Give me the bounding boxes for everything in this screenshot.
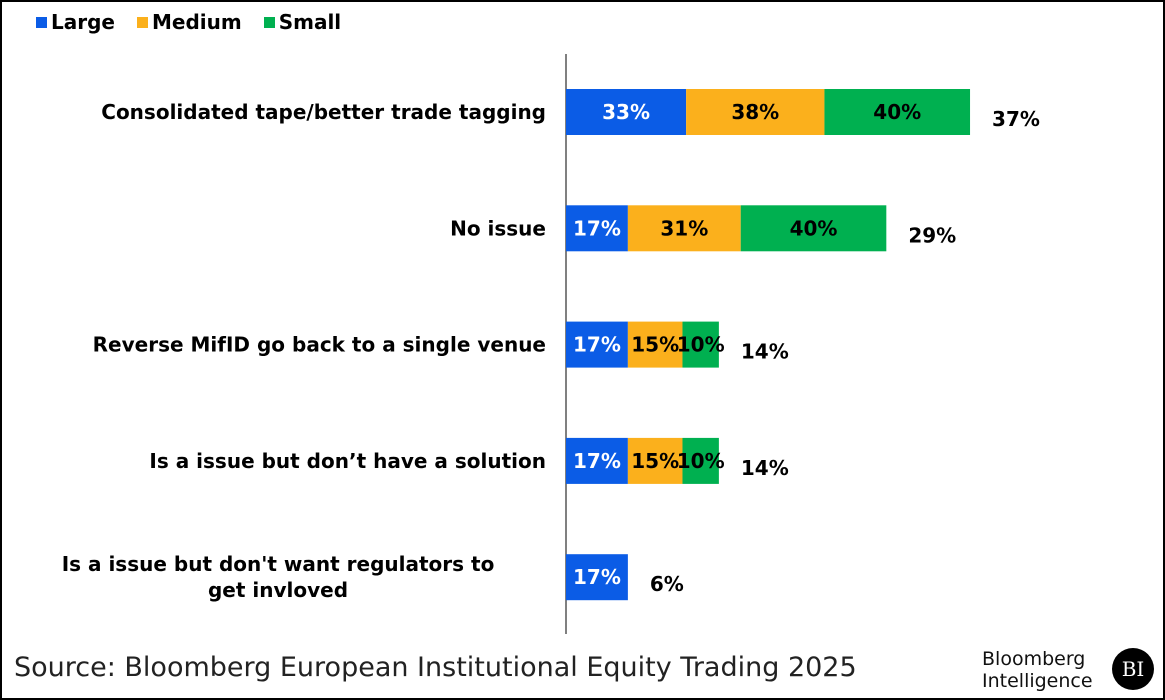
- bloomberg-intelligence-logo: Bloomberg Intelligence: [982, 648, 1093, 692]
- bar-small: [682, 437, 719, 484]
- data-label: 17%: [573, 449, 621, 473]
- legend: Large Medium Small: [36, 10, 341, 34]
- legend-item-medium: Medium: [136, 10, 242, 34]
- legend-swatch: [36, 16, 47, 28]
- bar-large: [566, 89, 687, 135]
- data-label: 33%: [602, 100, 650, 124]
- data-label: 15%: [631, 333, 679, 357]
- data-label: 38%: [731, 100, 779, 124]
- category-label: Is a issue but don’t have a solution: [149, 449, 546, 473]
- data-label: 10%: [677, 333, 725, 357]
- data-label: 40%: [873, 100, 921, 124]
- legend-swatch: [263, 16, 275, 28]
- legend-label: Medium: [151, 10, 242, 34]
- bar-medium: [627, 321, 683, 368]
- bar-medium: [627, 205, 741, 252]
- bar-large: [566, 554, 628, 601]
- source-note: Source: Bloomberg European Institutional…: [14, 652, 857, 683]
- category-label: No issue: [450, 216, 546, 240]
- category-label: Reverse MifID go back to a single venue: [93, 333, 546, 357]
- legend-label: Small: [278, 10, 342, 34]
- bar-small: [682, 321, 719, 368]
- bar-large: [566, 437, 628, 484]
- bar-large: [566, 205, 628, 252]
- legend-item-small: Small: [263, 10, 342, 34]
- total-label: 14%: [741, 340, 789, 364]
- bar-medium: [686, 89, 825, 135]
- bar-small: [740, 205, 887, 252]
- data-label: 10%: [677, 449, 725, 473]
- bar-small: [824, 89, 971, 135]
- chart-plot: Consolidated tape/better trade tagging 33…: [62, 54, 1040, 634]
- legend-swatch: [136, 16, 148, 28]
- bar-medium: [627, 437, 683, 484]
- bi-badge-icon: BI: [1112, 648, 1154, 690]
- data-label: 40%: [790, 216, 838, 240]
- logo-line-1: Bloomberg: [982, 648, 1086, 670]
- category-label: Is a issue but don't want regulators to g…: [62, 552, 495, 602]
- bar-large: [566, 321, 628, 368]
- total-label: 37%: [992, 107, 1040, 131]
- data-label: 31%: [660, 216, 708, 240]
- category-label: Consolidated tape/better trade tagging: [101, 100, 546, 124]
- total-label: 6%: [650, 572, 684, 596]
- data-label: 17%: [573, 565, 621, 589]
- total-label: 29%: [908, 223, 956, 247]
- data-label: 17%: [573, 216, 621, 240]
- logo-line-2: Intelligence: [982, 670, 1093, 692]
- legend-label: Large: [51, 10, 115, 34]
- data-label: 15%: [631, 449, 679, 473]
- legend-item-large: Large: [36, 10, 115, 34]
- data-label: 17%: [573, 333, 621, 357]
- total-label: 14%: [741, 456, 789, 480]
